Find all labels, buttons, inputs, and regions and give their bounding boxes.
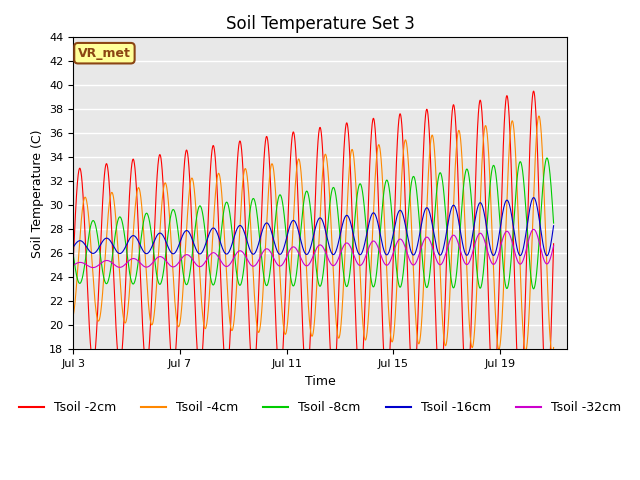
Tsoil -2cm [156, 152, 163, 158]
Tsoil -8cm [448, 280, 456, 286]
Tsoil -8cm [69, 251, 77, 256]
Tsoil -4cm [550, 345, 557, 350]
Line: Tsoil -4cm: Tsoil -4cm [73, 116, 554, 353]
Tsoil -8cm [549, 213, 557, 219]
Tsoil -4cm [549, 348, 557, 354]
Tsoil -16cm [295, 229, 303, 235]
Tsoil -32cm [89, 264, 97, 270]
Tsoil -16cm [543, 253, 551, 259]
Tsoil -2cm [543, 396, 551, 402]
Line: Tsoil -2cm: Tsoil -2cm [73, 91, 554, 399]
Text: VR_met: VR_met [78, 47, 131, 60]
Line: Tsoil -8cm: Tsoil -8cm [73, 158, 554, 289]
Tsoil -16cm [156, 230, 163, 236]
Tsoil -4cm [156, 237, 163, 242]
Tsoil -2cm [550, 241, 557, 247]
Tsoil -4cm [295, 156, 303, 162]
Tsoil -8cm [394, 277, 402, 283]
Tsoil -8cm [420, 276, 428, 282]
Tsoil -2cm [295, 218, 303, 224]
Tsoil -32cm [420, 236, 428, 242]
Tsoil -2cm [549, 257, 557, 263]
Tsoil -4cm [548, 350, 556, 356]
Tsoil -8cm [543, 155, 551, 161]
Tsoil -32cm [549, 245, 557, 251]
Tsoil -32cm [295, 251, 303, 257]
Y-axis label: Soil Temperature (C): Soil Temperature (C) [31, 129, 44, 258]
Tsoil -8cm [295, 249, 303, 255]
Tsoil -16cm [448, 204, 456, 210]
Tsoil -32cm [530, 227, 538, 232]
Tsoil -2cm [69, 263, 77, 268]
Title: Soil Temperature Set 3: Soil Temperature Set 3 [225, 15, 415, 33]
Tsoil -8cm [530, 286, 538, 292]
Tsoil -32cm [69, 263, 77, 268]
Legend: Tsoil -2cm, Tsoil -4cm, Tsoil -8cm, Tsoil -16cm, Tsoil -32cm: Tsoil -2cm, Tsoil -4cm, Tsoil -8cm, Tsoi… [14, 396, 626, 419]
Tsoil -32cm [394, 238, 402, 244]
Tsoil -16cm [530, 195, 538, 201]
Tsoil -16cm [420, 209, 428, 215]
Tsoil -32cm [156, 254, 163, 260]
Tsoil -32cm [448, 234, 456, 240]
Tsoil -2cm [448, 115, 456, 120]
Line: Tsoil -16cm: Tsoil -16cm [73, 198, 554, 256]
Tsoil -16cm [550, 223, 557, 228]
Tsoil -4cm [420, 263, 428, 268]
Tsoil -8cm [550, 220, 557, 226]
Tsoil -8cm [156, 281, 163, 287]
Tsoil -4cm [448, 248, 456, 253]
Tsoil -4cm [394, 261, 402, 266]
Tsoil -2cm [394, 130, 402, 136]
Tsoil -2cm [420, 128, 428, 133]
Tsoil -16cm [549, 226, 557, 232]
Tsoil -32cm [550, 243, 557, 249]
Tsoil -4cm [535, 113, 543, 119]
X-axis label: Time: Time [305, 374, 335, 387]
Tsoil -4cm [69, 313, 77, 319]
Tsoil -16cm [394, 211, 402, 216]
Tsoil -16cm [69, 244, 77, 250]
Tsoil -2cm [530, 88, 538, 94]
Line: Tsoil -32cm: Tsoil -32cm [73, 229, 554, 267]
